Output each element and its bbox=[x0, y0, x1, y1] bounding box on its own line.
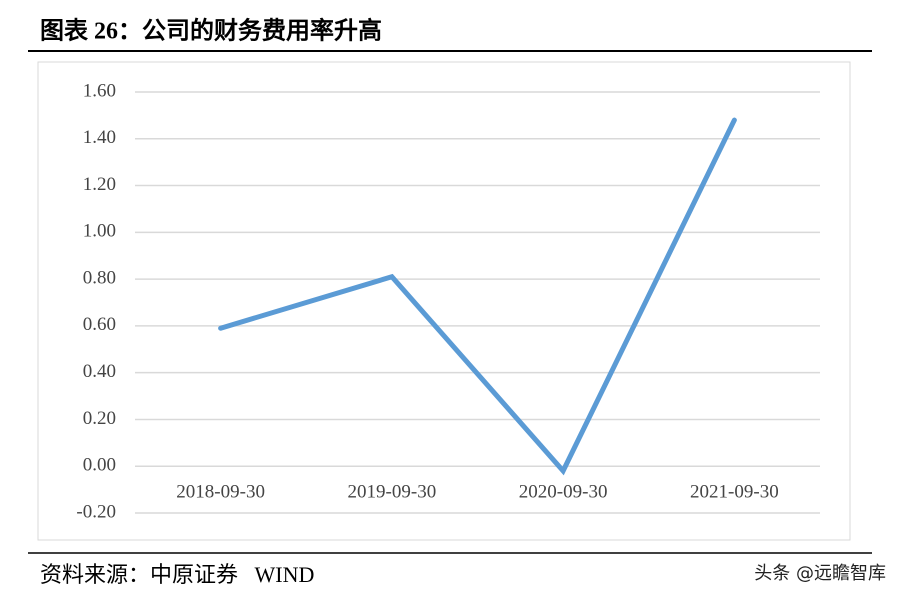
chart-frame bbox=[37, 61, 851, 541]
y-tick-label: 0.60 bbox=[83, 314, 116, 335]
x-tick-label: 2018-09-30 bbox=[176, 482, 265, 503]
x-tick-label: 2019-09-30 bbox=[348, 482, 437, 503]
y-tick-label: 1.40 bbox=[83, 127, 116, 148]
y-tick-label: 0.20 bbox=[83, 408, 116, 429]
x-tick-label: 2021-09-30 bbox=[690, 482, 779, 503]
watermark: 头条 @远瞻智库 bbox=[754, 563, 886, 584]
chart-title: 图表 26：公司的财务费用率升高 bbox=[40, 17, 382, 45]
x-tick-label: 2020-09-30 bbox=[519, 482, 608, 503]
source: 资料来源：中原证券 WIND bbox=[40, 562, 314, 587]
y-tick-label: 0.80 bbox=[83, 267, 116, 288]
line-series bbox=[218, 117, 737, 476]
y-tick-label: 0.00 bbox=[83, 455, 116, 476]
y-tick-label: 1.20 bbox=[83, 174, 116, 195]
y-tick-label: 1.00 bbox=[83, 221, 116, 242]
y-tick-label: 1.60 bbox=[83, 80, 116, 101]
y-tick-label: 0.40 bbox=[83, 361, 116, 382]
y-tick-label: -0.20 bbox=[76, 501, 116, 522]
